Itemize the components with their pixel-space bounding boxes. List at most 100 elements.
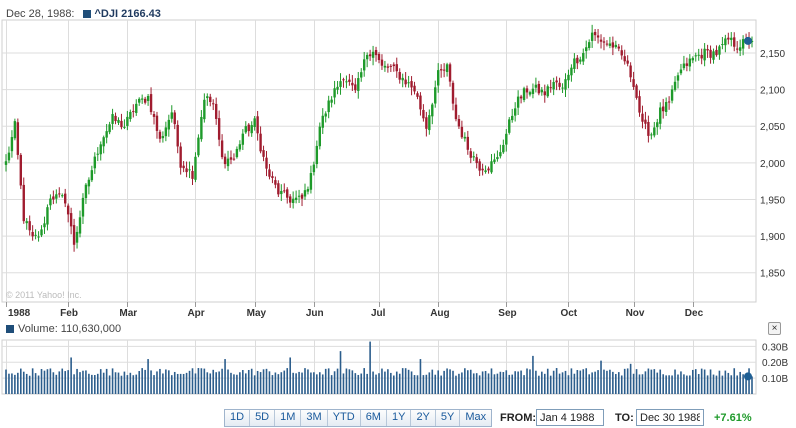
volume-bar bbox=[458, 373, 460, 394]
candle bbox=[543, 84, 546, 103]
candle bbox=[200, 110, 203, 142]
candle bbox=[277, 180, 280, 198]
volume-bar bbox=[487, 373, 490, 394]
range-button-2y[interactable]: 2Y bbox=[411, 410, 436, 426]
volume-bar bbox=[176, 373, 179, 394]
candle bbox=[58, 187, 61, 198]
candle bbox=[700, 48, 703, 65]
candle bbox=[28, 215, 31, 236]
volume-bar bbox=[561, 372, 564, 394]
volume-bar bbox=[464, 368, 466, 394]
volume-bar bbox=[543, 373, 546, 394]
volume-bar bbox=[425, 374, 428, 394]
volume-bar bbox=[61, 368, 64, 394]
range-button-5y[interactable]: 5Y bbox=[435, 410, 461, 426]
candle bbox=[143, 96, 147, 105]
candle bbox=[386, 63, 390, 73]
from-date-input[interactable] bbox=[536, 409, 604, 426]
candle bbox=[439, 64, 443, 78]
candle bbox=[135, 99, 138, 116]
volume-bar bbox=[168, 370, 170, 394]
candle bbox=[212, 99, 215, 111]
volume-bar bbox=[694, 369, 697, 394]
last-volume-marker bbox=[744, 372, 752, 381]
close-volume-button[interactable]: × bbox=[768, 322, 781, 335]
range-button-5d[interactable]: 5D bbox=[250, 410, 276, 426]
candle bbox=[448, 62, 452, 87]
price-y-tick-label: 2,150 bbox=[760, 49, 785, 60]
volume-bar bbox=[398, 373, 401, 394]
volume-bar bbox=[727, 372, 730, 394]
volume-bar bbox=[37, 375, 40, 394]
candle bbox=[49, 194, 52, 210]
candle bbox=[667, 96, 671, 110]
candle bbox=[466, 130, 470, 155]
price-header: Dec 28, 1988: ^DJI 2166.43 bbox=[6, 7, 161, 21]
volume-bar bbox=[363, 368, 365, 394]
price-candles bbox=[4, 24, 754, 252]
candle bbox=[437, 63, 440, 93]
candle bbox=[108, 121, 111, 135]
volume-bar bbox=[635, 369, 638, 394]
volume-bar bbox=[20, 368, 22, 394]
volume-bar bbox=[14, 374, 16, 394]
volume-bar bbox=[247, 369, 250, 394]
to-date-input[interactable] bbox=[636, 409, 704, 426]
volume-bar bbox=[230, 372, 232, 394]
range-button-3m[interactable]: 3M bbox=[301, 410, 328, 426]
volume-bar bbox=[567, 375, 570, 394]
candle bbox=[31, 225, 34, 241]
volume-bar bbox=[499, 371, 502, 394]
volume-bar bbox=[736, 375, 738, 394]
volume-bars bbox=[5, 341, 753, 394]
candle bbox=[126, 110, 129, 131]
volume-bar bbox=[318, 372, 321, 394]
volume-bar bbox=[256, 370, 259, 394]
volume-bar bbox=[271, 375, 274, 394]
candle bbox=[715, 45, 718, 57]
candle bbox=[362, 51, 366, 77]
volume-bar bbox=[541, 371, 543, 394]
volume-bar bbox=[647, 368, 650, 394]
period-change: +7.61% bbox=[714, 412, 752, 424]
volume-bar bbox=[419, 359, 422, 394]
range-button-1d[interactable]: 1D bbox=[225, 410, 251, 426]
volume-bar bbox=[742, 374, 744, 394]
volume-bar bbox=[76, 368, 78, 394]
range-button-1y[interactable]: 1Y bbox=[386, 410, 412, 426]
candle bbox=[389, 64, 393, 73]
candle bbox=[360, 68, 363, 82]
volume-bar bbox=[709, 369, 712, 394]
candle bbox=[114, 112, 117, 125]
volume-bar bbox=[715, 375, 718, 394]
candle bbox=[226, 150, 230, 171]
candle bbox=[635, 83, 638, 100]
candle bbox=[229, 150, 233, 165]
volume-bar bbox=[680, 371, 682, 394]
candle bbox=[623, 49, 626, 65]
candle bbox=[608, 36, 612, 49]
range-button-1m[interactable]: 1M bbox=[275, 410, 302, 426]
candle bbox=[487, 166, 490, 174]
volume-bar bbox=[511, 374, 514, 394]
range-button-ytd[interactable]: YTD bbox=[327, 410, 361, 426]
candle bbox=[105, 123, 108, 144]
volume-bar bbox=[191, 368, 194, 394]
volume-bar bbox=[295, 373, 297, 394]
volume-bar bbox=[111, 368, 114, 394]
candle bbox=[502, 139, 505, 154]
volume-bar bbox=[623, 368, 626, 394]
candle bbox=[404, 72, 407, 88]
candle bbox=[460, 120, 464, 139]
volume-bar bbox=[64, 371, 67, 394]
candle bbox=[271, 171, 274, 184]
range-button-6m[interactable]: 6M bbox=[360, 410, 387, 426]
candle bbox=[516, 90, 520, 116]
volume-bar bbox=[582, 369, 585, 394]
range-button-max[interactable]: Max bbox=[460, 410, 492, 426]
volume-bar bbox=[265, 368, 268, 394]
volume-bar bbox=[431, 369, 434, 394]
volume-bar bbox=[212, 369, 215, 394]
volume-bar bbox=[49, 368, 52, 394]
volume-bar bbox=[250, 368, 253, 394]
